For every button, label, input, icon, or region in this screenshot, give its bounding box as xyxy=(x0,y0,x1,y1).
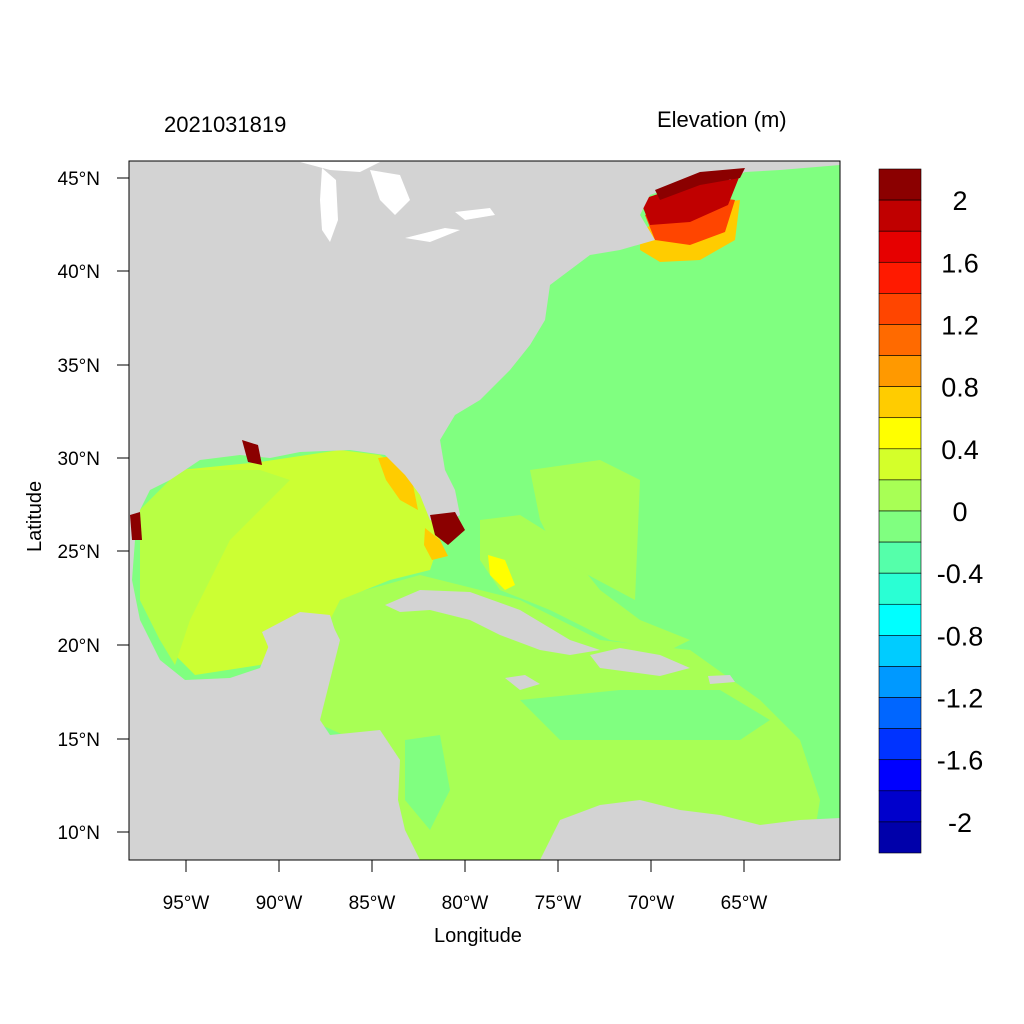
gulf-florida-keys-surge xyxy=(424,528,448,560)
texas-coast-surge xyxy=(130,512,142,540)
jamaica-island xyxy=(505,675,540,690)
colorbar-swatch xyxy=(878,293,922,325)
x-tick-label: 85°W xyxy=(349,893,396,914)
colorbar-swatch xyxy=(878,790,922,823)
y-tick-label: 10°N xyxy=(58,823,100,844)
colorbar-swatch xyxy=(878,417,922,450)
lake-ontario xyxy=(455,208,495,220)
lake-superior xyxy=(300,162,380,172)
colorbar-swatch xyxy=(878,635,922,667)
land xyxy=(129,161,840,860)
colorbar-label: -0.8 xyxy=(937,621,984,651)
x-tick-label: 65°W xyxy=(721,893,768,914)
colorbar-label: 1.2 xyxy=(941,310,979,340)
colorbar-swatch xyxy=(878,261,922,294)
lake-erie xyxy=(405,228,460,242)
colorbar-swatch xyxy=(878,572,922,605)
variable-title: Elevation (m) xyxy=(657,107,787,132)
bahamas-yellow xyxy=(488,555,515,590)
colorbar-swatch xyxy=(878,355,922,387)
colorbar-swatch xyxy=(878,666,922,698)
colorbar-swatch xyxy=(878,386,922,419)
map-frame xyxy=(128,160,841,861)
y-axis-label: Latitude xyxy=(24,480,46,552)
y-axis xyxy=(117,177,129,833)
x-tick-labels: 95°W 90°W 85°W 80°W 75°W 70°W 65°W xyxy=(163,893,768,914)
x-axis-label: Longitude xyxy=(434,925,522,947)
gulf-west-florida-shelf xyxy=(378,455,418,510)
x-tick-label: 90°W xyxy=(256,893,303,914)
great-lakes xyxy=(300,162,495,242)
y-tick-labels: 45°N 40°N 35°N 30°N 25°N 20°N 15°N 10°N xyxy=(58,169,100,844)
colorbar-label: -1.6 xyxy=(937,746,984,776)
x-tick-label: 80°W xyxy=(442,893,489,914)
colorbar-swatch xyxy=(878,728,922,761)
lake-michigan xyxy=(320,168,338,242)
y-tick-label: 30°N xyxy=(58,449,100,470)
caribbean-east-green xyxy=(520,690,770,740)
y-tick-label: 15°N xyxy=(58,730,100,751)
gulf-of-maine-surge-high xyxy=(640,175,740,225)
colorbar xyxy=(878,168,922,854)
colorbar-swatch xyxy=(878,324,922,356)
colorbar-swatch xyxy=(878,697,922,729)
colorbar-swatch xyxy=(878,448,922,481)
colorbar-swatch xyxy=(878,168,922,201)
florida-southwest-surge xyxy=(430,512,465,545)
colorbar-swatch xyxy=(878,199,922,232)
hispaniola-island xyxy=(590,648,690,676)
caribbean-southwest-green xyxy=(405,735,450,830)
atlantic-mid-yellowgreen xyxy=(530,460,640,600)
colorbar-label: 2 xyxy=(952,186,967,216)
y-tick-label: 45°N xyxy=(58,169,100,190)
colorbar-label: 0.8 xyxy=(941,373,979,403)
x-tick-label: 95°W xyxy=(163,893,210,914)
y-tick-label: 25°N xyxy=(58,542,100,563)
new-england-surge xyxy=(655,168,745,200)
colorbar-swatch xyxy=(878,821,922,854)
y-tick-label: 35°N xyxy=(58,356,100,377)
colorbar-swatch xyxy=(878,230,922,263)
south-america-landmass xyxy=(540,800,840,860)
y-tick-label: 40°N xyxy=(58,262,100,283)
y-tick-label: 20°N xyxy=(58,636,100,657)
x-tick-label: 70°W xyxy=(628,893,675,914)
colorbar-swatch xyxy=(878,541,922,574)
coastal-surge-highlights xyxy=(130,168,745,545)
cuba-island xyxy=(385,590,600,655)
colorbar-swatch xyxy=(878,510,922,543)
colorbar-swatch xyxy=(878,759,922,792)
date-title: 2021031819 xyxy=(164,112,287,137)
yucatan-peninsula xyxy=(262,612,338,690)
colorbar-label: 0 xyxy=(952,497,967,527)
colorbar-swatch xyxy=(878,603,922,636)
x-tick-label: 75°W xyxy=(535,893,582,914)
bahamas-shelf xyxy=(480,515,690,650)
map-panel xyxy=(129,161,840,860)
louisiana-surge xyxy=(242,440,262,465)
colorbar-label: -1.2 xyxy=(937,684,984,714)
gulf-of-mexico-west xyxy=(140,470,290,665)
colorbar-label: 1.6 xyxy=(941,248,979,278)
colorbar-label: 0.4 xyxy=(941,435,979,465)
x-axis xyxy=(185,860,745,872)
puerto-rico-island xyxy=(708,675,735,684)
lake-huron xyxy=(370,170,410,215)
colorbar-label: -2 xyxy=(948,808,972,838)
colorbar-swatch xyxy=(878,479,922,512)
colorbar-label: -0.4 xyxy=(937,559,984,589)
colorbar-labels: 2 1.6 1.2 0.8 0.4 0 -0.4 -0.8 -1.2 -1.6 -2 xyxy=(937,186,984,838)
